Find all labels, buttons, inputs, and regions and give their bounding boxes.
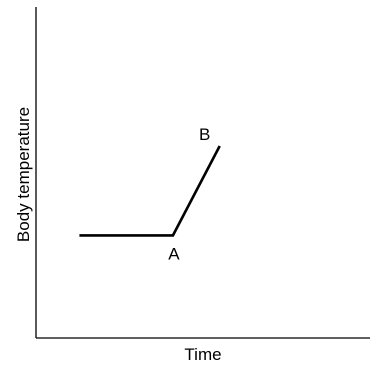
y-axis-label: Body temperature	[14, 107, 33, 242]
annotation-layer: AB	[168, 125, 210, 263]
point-label-b: B	[199, 125, 210, 144]
series-line-0	[79, 145, 221, 237]
point-label-a: A	[168, 244, 180, 263]
series-layer	[79, 145, 221, 237]
x-axis-label: Time	[184, 345, 221, 364]
